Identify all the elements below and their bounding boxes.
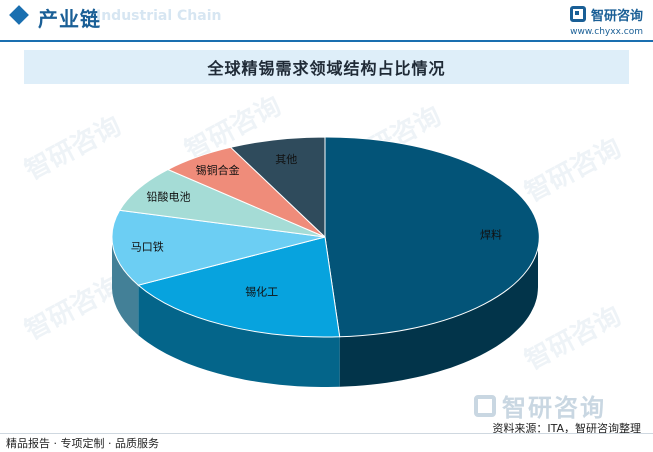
- slice-label-0: 焊料: [480, 227, 502, 241]
- source-logo-icon: [474, 394, 496, 417]
- header: 产业链 Industrial Chain 智研咨询 www.chyxx.com: [0, 0, 653, 40]
- chart-title: 全球精锡需求领域结构占比情况: [207, 59, 446, 78]
- pie-slice-3: [118, 168, 326, 238]
- pie-side-2: [112, 237, 139, 336]
- slice-label-4: 锡铜合金: [196, 163, 240, 177]
- pie-slice-5: [229, 136, 326, 239]
- pie-slice-0: [324, 136, 540, 338]
- header-title-en: Industrial Chain: [96, 8, 222, 24]
- slice-label-3: 铅酸电池: [147, 189, 191, 203]
- logo-url[interactable]: www.chyxx.com: [570, 27, 643, 37]
- pie-slice-2: [111, 209, 326, 286]
- pie-slice-1: [137, 236, 341, 338]
- source-logo-text: 智研咨询: [502, 394, 606, 422]
- footer-rule: [0, 433, 653, 434]
- header-rule: [0, 40, 653, 42]
- brand-logo[interactable]: 智研咨询: [569, 4, 643, 24]
- pie-side-0: [339, 237, 538, 387]
- slice-label-2: 马口铁: [131, 241, 164, 254]
- header-title: 产业链: [38, 7, 101, 31]
- slice-label-1: 锡化工: [245, 284, 278, 298]
- logo-text: 智研咨询: [590, 8, 643, 24]
- chart-title-bar: 全球精锡需求领域结构占比情况: [24, 50, 629, 84]
- pie-side-1: [138, 285, 340, 387]
- source-note: 资料来源：ITA，智研咨询整理: [492, 422, 641, 435]
- logo-icon: [569, 6, 586, 22]
- footer-slogan: 精品报告 · 专项定制 · 品质服务: [6, 437, 159, 450]
- slice-label-5: 其他: [275, 153, 297, 166]
- source-logo: 智研咨询: [474, 388, 606, 423]
